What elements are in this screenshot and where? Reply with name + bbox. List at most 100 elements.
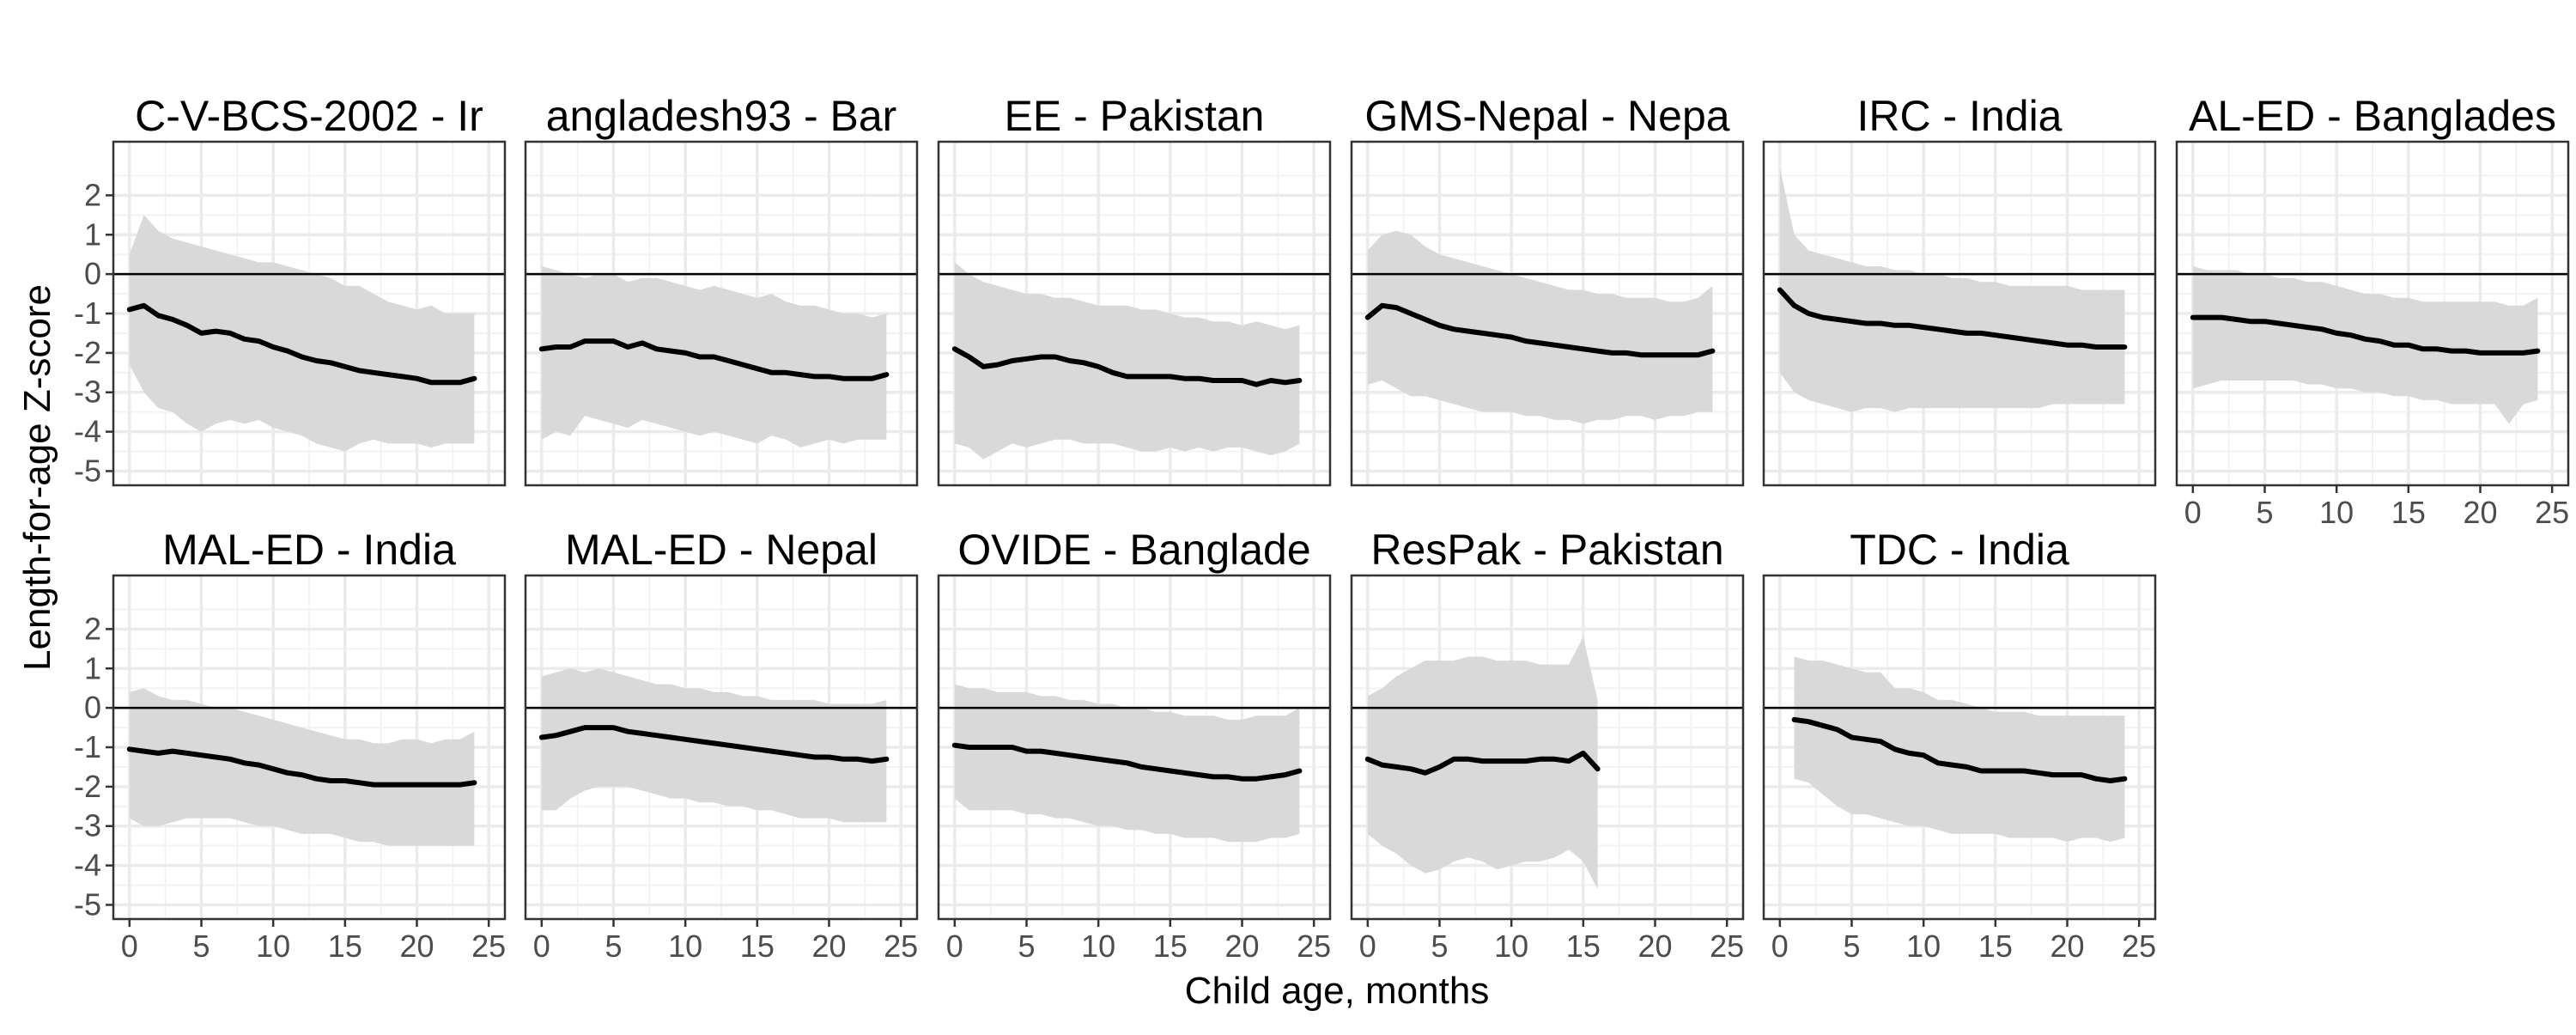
y-tick-label: -3 xyxy=(74,808,101,843)
x-tick-label: 0 xyxy=(533,928,550,964)
panel-contents xyxy=(939,575,1330,919)
mean-line xyxy=(951,742,1303,782)
confidence-ribbon xyxy=(1794,656,2125,843)
facet-panel: MAL-ED - Nepal 0 5 10 15 20 25 xyxy=(524,526,919,964)
x-axis-title: Child age, months xyxy=(1185,970,1490,1012)
y-tick-label: -5 xyxy=(74,886,101,922)
x-tick-label: 5 xyxy=(1843,928,1860,964)
y-tick-label: -1 xyxy=(74,729,101,764)
panel-border xyxy=(2175,140,2570,487)
x-tick-label: 10 xyxy=(668,928,702,964)
x-tick-label: 0 xyxy=(1359,928,1376,964)
panel-title: AL-ED - Banglades xyxy=(2189,92,2556,140)
x-tick-label: 20 xyxy=(811,928,846,964)
y-tick-label: -5 xyxy=(74,453,101,488)
x-tick-label: 5 xyxy=(192,928,210,964)
x-tick-label: 0 xyxy=(1771,928,1789,964)
panel-border xyxy=(1762,574,2157,921)
panel-border xyxy=(524,574,919,921)
x-tick-label: 20 xyxy=(2050,928,2084,964)
y-tick-label: 1 xyxy=(84,650,101,685)
panel-title: GMS-Nepal - Nepa xyxy=(1364,92,1729,140)
x-tick-label: 5 xyxy=(2256,495,2273,530)
mean-line xyxy=(1777,287,2128,350)
mean-line xyxy=(1364,302,1716,358)
facet-panel: C-V-BCS-2002 - Ir -5 -4 -3 -2 -1 0 1 2 xyxy=(74,92,507,488)
panel-title: IRC - India xyxy=(1857,92,2063,140)
y-tick-label: 0 xyxy=(84,690,101,725)
panel-border xyxy=(1350,140,1745,487)
confidence-ribbon xyxy=(954,262,1300,460)
panel-border xyxy=(1350,574,1745,921)
facet-panel: GMS-Nepal - Nepa xyxy=(1350,92,1745,487)
panel-border xyxy=(1762,140,2157,487)
x-tick-label: 15 xyxy=(1566,928,1601,964)
x-tick-label: 25 xyxy=(884,928,918,964)
mean-line xyxy=(1364,750,1601,776)
facet-panel: IRC - India xyxy=(1762,92,2157,487)
panel-title: MAL-ED - India xyxy=(162,526,456,574)
x-tick-label: 25 xyxy=(1297,928,1331,964)
panel-title: EE - Pakistan xyxy=(1005,92,1265,140)
panel-border xyxy=(937,140,1332,487)
x-tick-label: 15 xyxy=(2391,495,2426,530)
x-tick-label: 25 xyxy=(2535,495,2569,530)
panel-contents xyxy=(1764,575,2155,919)
x-tick-label: 25 xyxy=(2122,928,2156,964)
x-tick-label: 15 xyxy=(328,928,362,964)
x-tick-label: 25 xyxy=(471,928,506,964)
panel-contents xyxy=(1764,142,2155,485)
mean-line xyxy=(951,346,1303,387)
x-tick-label: 10 xyxy=(1081,928,1115,964)
x-tick-label: 0 xyxy=(2184,495,2202,530)
facet-panel: TDC - India 0 5 10 15 20 25 xyxy=(1762,526,2157,964)
x-tick-label: 20 xyxy=(1637,928,1672,964)
facet-panel: EE - Pakistan xyxy=(937,92,1332,487)
panel-border xyxy=(524,140,919,487)
y-tick-label: 0 xyxy=(84,256,101,291)
panel-title: C-V-BCS-2002 - Ir xyxy=(135,92,483,140)
panel-title: ResPak - Pakistan xyxy=(1370,526,1723,574)
panels-layer: C-V-BCS-2002 - Ir-5-4-3-2-1012angladesh9… xyxy=(74,92,2570,964)
y-tick-label: -4 xyxy=(74,848,101,883)
y-tick-label: 2 xyxy=(84,611,101,646)
x-tick-label: 5 xyxy=(1431,928,1448,964)
mean-line xyxy=(538,725,890,764)
panel-contents xyxy=(1352,142,1743,485)
x-tick-label: 15 xyxy=(1153,928,1188,964)
x-tick-label: 0 xyxy=(121,928,138,964)
panel-title: TDC - India xyxy=(1850,526,2069,574)
x-tick-label: 25 xyxy=(1710,928,1744,964)
panel-contents xyxy=(113,575,505,919)
confidence-ribbon xyxy=(2192,266,2538,424)
x-tick-label: 0 xyxy=(946,928,963,964)
y-axis-title: Length-for-age Z-score xyxy=(16,284,58,671)
panel-contents xyxy=(113,142,505,485)
y-tick-label: -1 xyxy=(74,295,101,331)
panel-title: OVIDE - Banglade xyxy=(957,526,1310,574)
facet-panel: ResPak - Pakistan 0 5 10 15 20 25 xyxy=(1350,526,1745,964)
panel-contents xyxy=(2177,142,2568,485)
panel-contents xyxy=(526,575,917,919)
x-tick-label: 20 xyxy=(2463,495,2497,530)
confidence-ribbon xyxy=(1367,230,1713,424)
confidence-ribbon xyxy=(1779,167,2125,412)
y-tick-label: -2 xyxy=(74,769,101,804)
x-tick-label: 10 xyxy=(1906,928,1941,964)
panel-contents xyxy=(939,142,1330,485)
x-tick-label: 5 xyxy=(605,928,622,964)
facet-panel: angladesh93 - Bar xyxy=(524,92,919,487)
y-tick-label: -4 xyxy=(74,414,101,449)
x-tick-label: 20 xyxy=(399,928,434,964)
y-tick-label: 2 xyxy=(84,177,101,212)
mean-line xyxy=(2190,314,2541,356)
mean-line xyxy=(1791,716,2128,783)
mean-line xyxy=(126,302,477,386)
y-tick-label: -3 xyxy=(74,374,101,410)
facet-panel: AL-ED - Banglades 0 5 10 15 20 25 xyxy=(2175,92,2570,530)
facet-panel: OVIDE - Banglade 0 5 10 15 20 25 xyxy=(937,526,1332,964)
x-tick-label: 15 xyxy=(740,928,775,964)
